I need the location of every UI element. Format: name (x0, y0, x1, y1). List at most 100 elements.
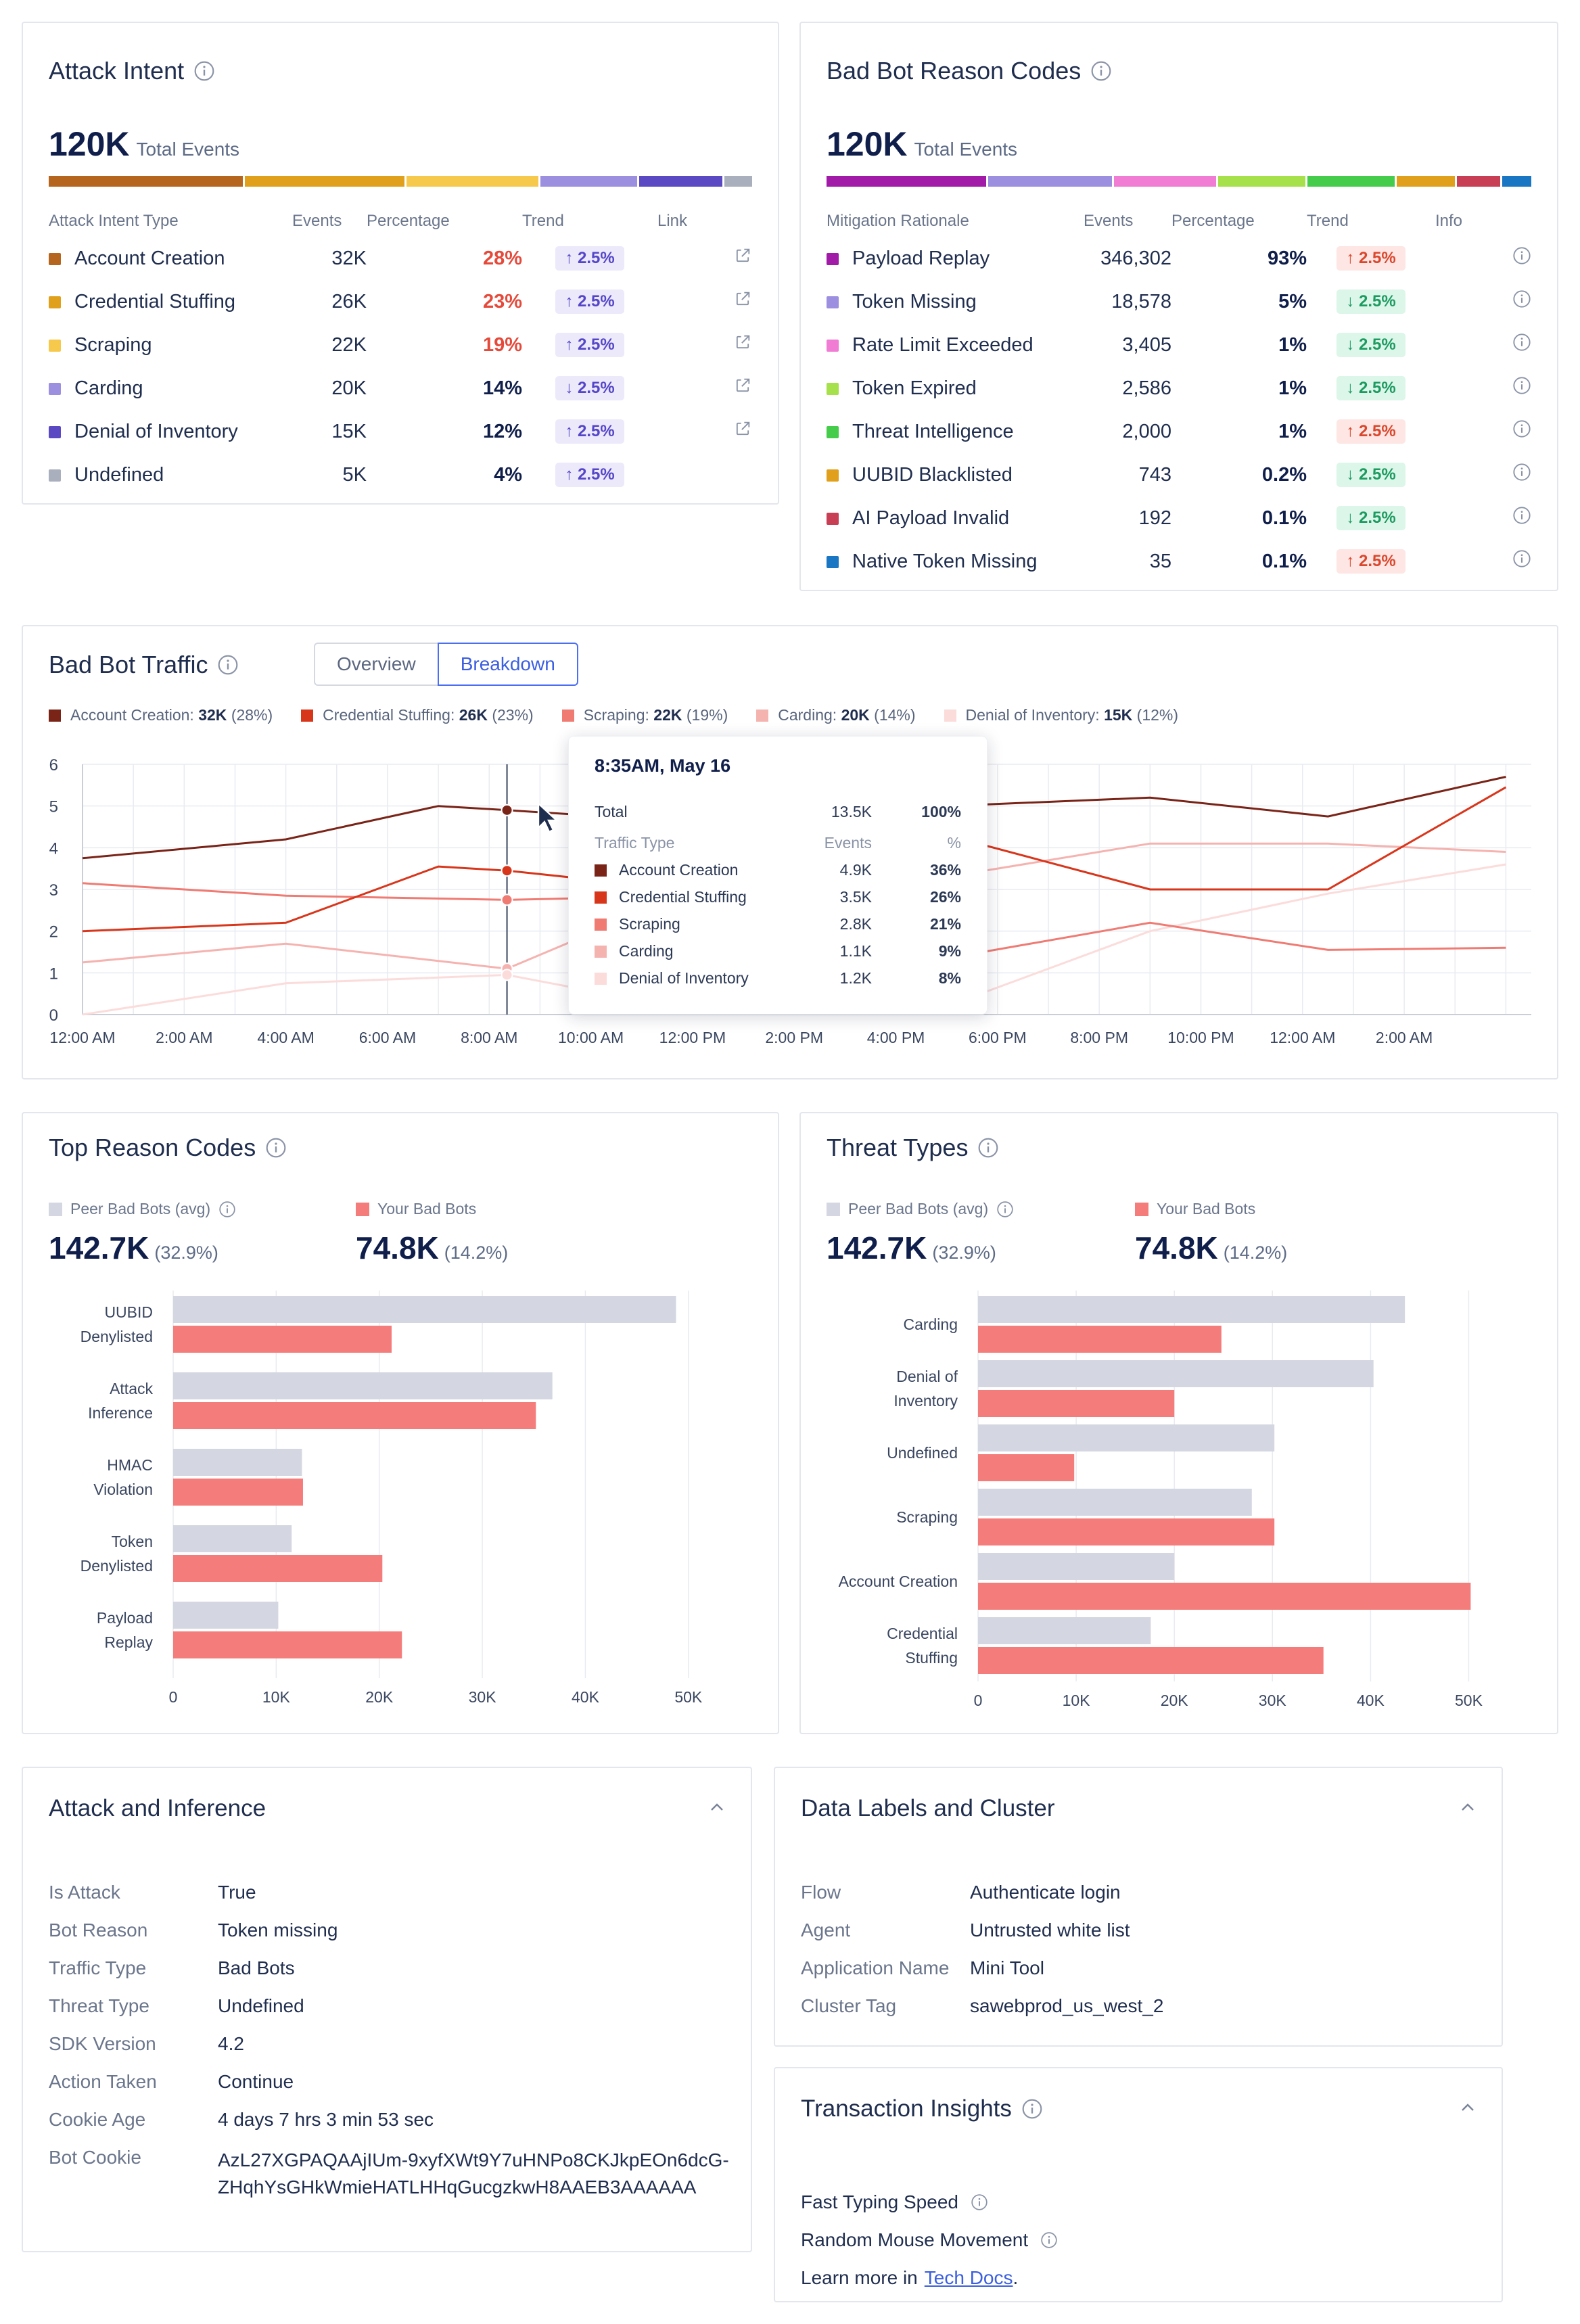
info-icon[interactable] (217, 654, 239, 676)
external-link-icon[interactable] (733, 419, 752, 438)
legend-item[interactable]: Credential Stuffing: 26K (23%) (301, 706, 534, 724)
your-bar[interactable] (978, 1326, 1222, 1353)
peer-bar[interactable] (978, 1489, 1252, 1516)
your-bar[interactable] (173, 1326, 392, 1353)
peer-swatch (49, 1202, 62, 1216)
legend-text: Carding: 20K (14%) (778, 706, 915, 724)
legend-item[interactable]: Carding: 20K (14%) (756, 706, 916, 724)
peer-bar[interactable] (173, 1525, 292, 1552)
reason-codes-stacked-bar (827, 176, 1531, 187)
arrow-down-icon: ↓ (1346, 465, 1359, 484)
detail-key: Cluster Tag (801, 1995, 897, 2016)
external-link-icon[interactable] (733, 246, 752, 265)
your-bar[interactable] (173, 1555, 383, 1582)
your-bar[interactable] (978, 1518, 1275, 1546)
traffic-title-wrap: Bad Bot Traffic (49, 651, 239, 679)
tech-docs-link[interactable]: Tech Docs (924, 2267, 1013, 2288)
table-row: Credential Stuffing 26K 23% ↑ 2.5% (49, 280, 752, 323)
peer-bar[interactable] (173, 1449, 302, 1476)
info-icon[interactable] (1512, 246, 1531, 265)
info-icon[interactable] (193, 60, 215, 82)
info-icon[interactable] (265, 1137, 287, 1159)
y-tick-label: 3 (49, 881, 58, 900)
legend-item[interactable]: Scraping: 22K (19%) (561, 706, 728, 724)
peer-bar[interactable] (978, 1424, 1275, 1451)
external-link-icon[interactable] (733, 289, 752, 308)
chevron-up-icon[interactable] (1457, 1796, 1479, 1818)
trend-cell: ↑ 2.5% (522, 237, 657, 280)
tab-overview[interactable]: Overview (314, 643, 438, 686)
info-icon[interactable] (1512, 376, 1531, 395)
trend-cell: ↓ 2.5% (1307, 453, 1435, 496)
info-icon[interactable] (1512, 333, 1531, 352)
legend-pct: (12%) (1136, 706, 1179, 724)
external-link-icon[interactable] (733, 376, 752, 395)
stacked-bar-segment (724, 176, 752, 187)
x-tick-label: 4:00 PM (867, 1029, 925, 1046)
peer-bar[interactable] (173, 1372, 553, 1399)
legend-item[interactable]: Account Creation: 32K (28%) (49, 706, 273, 724)
tooltip-type: Scraping (619, 914, 680, 933)
link-cell (657, 237, 752, 280)
your-bar[interactable] (173, 1402, 536, 1429)
chevron-up-icon[interactable] (706, 1796, 728, 1818)
info-icon[interactable] (971, 2193, 988, 2211)
info-cell (1435, 323, 1531, 367)
legend-swatch (49, 425, 61, 438)
percentage-cell: 0.2% (1261, 463, 1307, 486)
detail-row: Threat Type Undefined (49, 1995, 732, 2033)
info-icon[interactable] (1512, 463, 1531, 482)
info-icon[interactable] (996, 1201, 1014, 1218)
peer-bar[interactable] (978, 1553, 1175, 1580)
tooltip-type: Credential Stuffing (619, 887, 747, 906)
legend-item[interactable]: Denial of Inventory: 15K (12%) (944, 706, 1179, 724)
detail-key: Action Taken (49, 2071, 157, 2092)
info-icon[interactable] (1021, 2098, 1043, 2120)
trend-value: 2.5% (1358, 292, 1396, 310)
legend-name: Credential Stuffing: (323, 706, 455, 724)
reason-codes-title: Bad Bot Reason Codes (827, 57, 1082, 85)
tab-breakdown[interactable]: Breakdown (437, 643, 578, 686)
total-label: Total Events (136, 139, 240, 160)
peer-bar[interactable] (978, 1296, 1405, 1323)
category-label: Replay (104, 1633, 153, 1651)
traffic-legend: Account Creation: 32K (28%) Credential St… (49, 706, 1178, 724)
chevron-up-icon[interactable] (1457, 2097, 1479, 2118)
your-bar[interactable] (173, 1479, 303, 1506)
your-bar[interactable] (978, 1583, 1471, 1610)
info-icon[interactable] (1512, 289, 1531, 308)
peer-bar[interactable] (978, 1617, 1151, 1644)
type-label: Account Creation (74, 247, 225, 269)
your-bar[interactable] (173, 1631, 402, 1658)
category-label: Violation (93, 1481, 153, 1498)
percentage-cell: 28% (482, 247, 522, 269)
info-icon[interactable] (1512, 419, 1531, 438)
your-bar[interactable] (978, 1454, 1075, 1481)
events-cell: 192 (1138, 507, 1171, 529)
link-cell (657, 323, 752, 367)
trend-cell: ↓ 2.5% (1307, 280, 1435, 323)
external-link-icon[interactable] (733, 333, 752, 352)
peer-swatch (827, 1202, 840, 1216)
info-cell (1435, 410, 1531, 453)
peer-bar[interactable] (978, 1360, 1374, 1387)
tooltip-events: 4.9K (839, 860, 872, 879)
info-icon[interactable] (977, 1137, 999, 1159)
tooltip-head-pct: % (947, 833, 961, 852)
info-icon[interactable] (1040, 2231, 1058, 2249)
your-bar[interactable] (978, 1647, 1324, 1674)
peer-bar[interactable] (173, 1602, 279, 1629)
your-bar[interactable] (978, 1390, 1175, 1417)
info-icon[interactable] (1090, 60, 1112, 82)
threat-types-card: Threat Types Peer Bad Bots (avg) Your Ba… (799, 1112, 1558, 1734)
your-pct: (14.2%) (444, 1242, 509, 1263)
info-icon[interactable] (1512, 549, 1531, 568)
attack-intent-total: 120K Total Events (49, 124, 239, 164)
peer-bar[interactable] (173, 1296, 676, 1323)
info-icon[interactable] (218, 1201, 236, 1218)
percentage-cell: 19% (482, 333, 522, 356)
y-tick-label: 2 (49, 923, 58, 942)
info-icon[interactable] (1512, 506, 1531, 525)
detail-value: sawebprod_us_west_2 (970, 1995, 1164, 2016)
peer-label: Peer Bad Bots (avg) (70, 1200, 211, 1217)
